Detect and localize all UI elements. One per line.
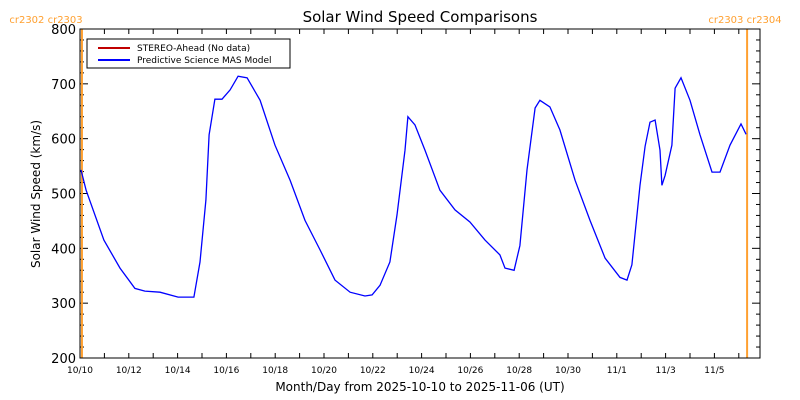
series-line-mas-model [80, 75, 747, 298]
x-tick-label: 10/16 [213, 366, 239, 376]
y-tick-label: 200 [51, 352, 76, 367]
x-tick-label: 10/12 [116, 366, 142, 376]
y-tick-label: 400 [51, 242, 76, 257]
chart-title: Solar Wind Speed Comparisons [303, 8, 538, 26]
y-tick-label: 300 [51, 297, 76, 312]
x-tick-label: 11/5 [704, 366, 724, 376]
legend-label-stereo: STEREO-Ahead (No data) [137, 44, 250, 54]
x-tick-label: 11/3 [655, 366, 675, 376]
x-tick-label: 10/10 [67, 366, 93, 376]
legend: STEREO-Ahead (No data) Predictive Scienc… [86, 38, 291, 69]
x-tick-label: 10/28 [506, 366, 532, 376]
legend-label-mas: Predictive Science MAS Model [137, 56, 272, 66]
x-axis-label: Month/Day from 2025-10-10 to 2025-11-06 … [275, 380, 564, 394]
plot-frame [79, 28, 761, 359]
x-tick-label: 10/30 [555, 366, 581, 376]
x-tick-label: 10/18 [262, 366, 288, 376]
x-tick-label: 10/14 [165, 366, 191, 376]
x-tick-label: 10/20 [311, 366, 337, 376]
x-tick-label: 11/1 [607, 366, 627, 376]
y-tick-label: 700 [51, 78, 76, 93]
x-tick-label: 10/24 [409, 366, 435, 376]
carrington-label-left: cr2302 cr2303 [9, 15, 82, 26]
x-tick-label: 10/22 [360, 366, 386, 376]
legend-box [86, 38, 291, 69]
x-tick-label: 10/26 [457, 366, 483, 376]
carrington-label-right: cr2303 cr2304 [708, 15, 781, 26]
y-tick-label: 600 [51, 133, 76, 148]
y-tick-label: 500 [51, 188, 76, 203]
y-tick-label: 800 [51, 23, 76, 38]
y-axis-label: Solar Wind Speed (km/s) [29, 120, 43, 268]
